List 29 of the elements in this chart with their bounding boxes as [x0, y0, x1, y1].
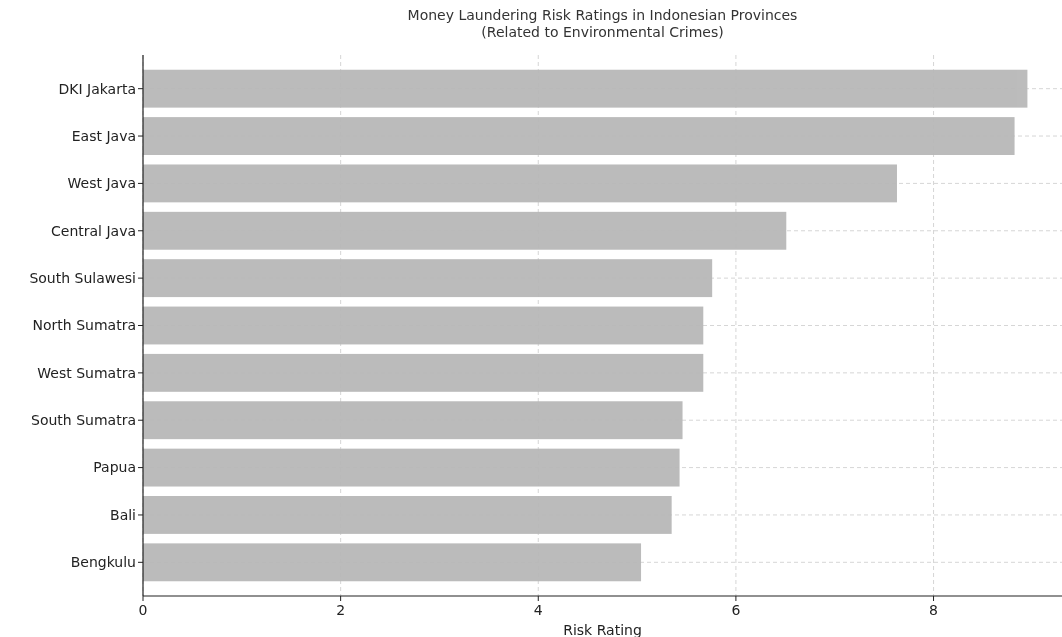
bar	[143, 117, 1015, 155]
bar	[143, 306, 704, 345]
bar	[143, 448, 680, 487]
x-tick-label: 8	[929, 602, 938, 618]
y-tick-label: Central Java	[51, 222, 136, 239]
bar	[143, 211, 787, 250]
bar	[143, 401, 683, 440]
y-tick-label: Bali	[110, 506, 136, 523]
y-tick-label: West Java	[67, 175, 136, 192]
x-tick-label: 4	[533, 602, 543, 618]
chart-title: Money Laundering Risk Ratings in Indonesian Provinces (Related to Environmental Crimes)	[407, 7, 798, 40]
y-tick-label: South Sulawesi	[29, 270, 136, 287]
y-tick-label: West Sumatra	[37, 364, 136, 381]
bar	[143, 353, 704, 392]
bar	[143, 543, 642, 582]
x-tick-label: 6	[731, 602, 741, 618]
bar	[143, 496, 672, 534]
x-tick-label: 0	[138, 602, 148, 618]
x-axis-title: Risk Rating	[563, 622, 642, 637]
bar	[143, 164, 897, 203]
y-tick-label: North Sumatra	[32, 317, 136, 334]
bar	[143, 259, 713, 298]
y-tick-label: East Java	[71, 127, 136, 144]
y-tick-label: Papua	[93, 459, 136, 476]
y-tick-label: South Sumatra	[31, 412, 136, 429]
y-tick-label: Bengkulu	[70, 554, 136, 571]
y-tick-label: DKI Jakarta	[58, 80, 136, 97]
bar	[143, 69, 1028, 108]
x-tick-label: 2	[336, 602, 346, 618]
